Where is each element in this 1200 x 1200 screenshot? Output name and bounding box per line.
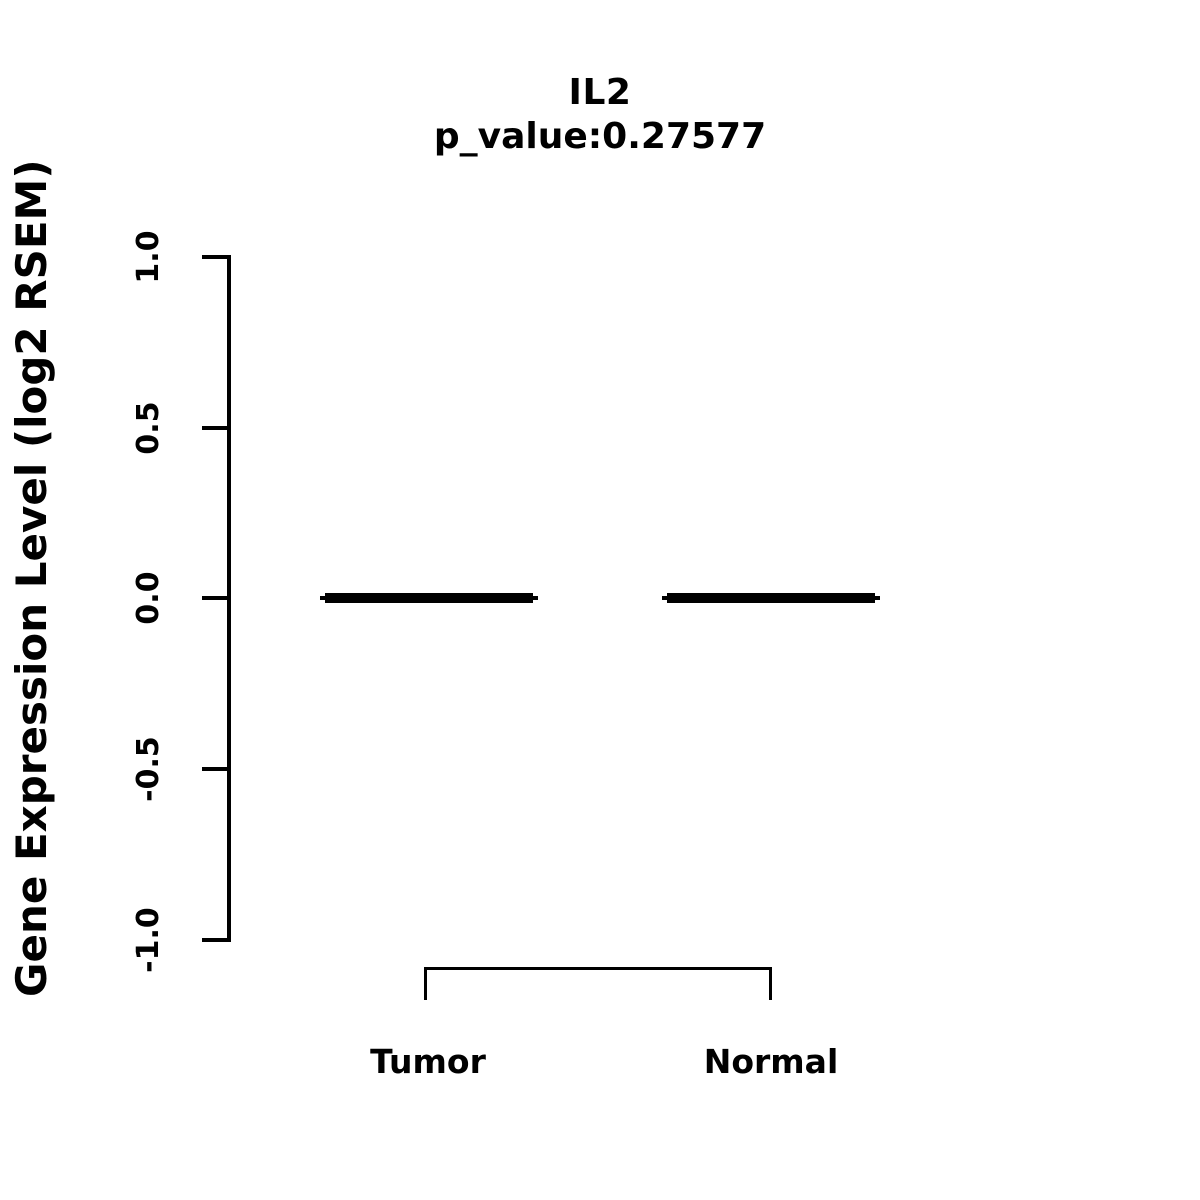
chart-title: IL2 [568, 72, 632, 113]
comparison-bracket-horizontal [424, 967, 772, 970]
boxplot-median-tumor [320, 593, 538, 603]
x-category-label-tumor: Tumor [370, 1042, 486, 1081]
y-axis-tick--0.5 [202, 767, 231, 771]
boxplot-median-normal [662, 593, 880, 603]
comparison-bracket-right-end [769, 967, 772, 1000]
y-tick-label--0.5: -0.5 [131, 736, 166, 802]
y-axis-tick-1.0 [202, 255, 231, 259]
comparison-bracket-left-end [424, 967, 427, 1000]
p-value-subtitle: p_value:0.27577 [433, 116, 767, 157]
y-axis-label: Gene Expression Level (log2 RSEM) [7, 159, 56, 997]
y-axis-tick--1.0 [202, 938, 231, 942]
y-tick-label-0.5: 0.5 [131, 401, 166, 455]
y-tick-label-1.0: 1.0 [131, 230, 166, 284]
y-tick-label--1.0: -1.0 [131, 907, 166, 973]
y-tick-label-0.0: 0.0 [131, 571, 166, 625]
y-axis-tick-0.0 [202, 596, 231, 600]
x-category-label-normal: Normal [703, 1042, 839, 1081]
y-axis-tick-0.5 [202, 426, 231, 430]
